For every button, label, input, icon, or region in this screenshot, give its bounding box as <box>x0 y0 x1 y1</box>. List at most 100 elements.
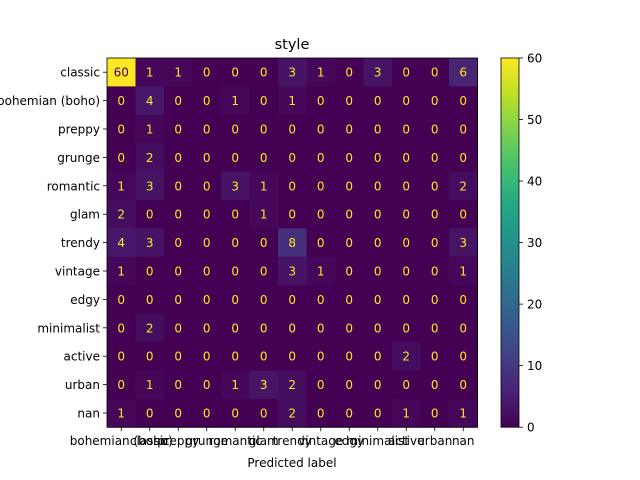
cell-value-label: 0 <box>431 123 439 137</box>
heatmap-cell <box>306 171 336 201</box>
cell-value-label: 0 <box>374 407 382 421</box>
cell-value-label: 0 <box>203 151 211 165</box>
heatmap-cell <box>306 228 336 258</box>
heatmap-cell <box>335 256 364 286</box>
cell-value-label: 1 <box>231 94 239 108</box>
cell-value-label: 0 <box>174 407 182 421</box>
heatmap-cell <box>278 58 307 87</box>
colorbar-tick-label: 0 <box>527 421 535 435</box>
cell-value-label: 0 <box>260 407 268 421</box>
heatmap-cell <box>164 171 193 201</box>
cell-value-label: 0 <box>117 151 125 165</box>
cell-value-label: 0 <box>117 350 125 364</box>
heatmap-cell <box>335 171 364 201</box>
heatmap-cell <box>335 398 364 428</box>
cell-value-label: 0 <box>402 321 410 335</box>
heatmap-cell <box>420 370 450 400</box>
cell-value-label: 0 <box>203 208 211 222</box>
cell-value-label: 0 <box>459 151 467 165</box>
heatmap-cell <box>335 285 364 315</box>
cell-value-label: 1 <box>174 66 182 80</box>
heatmap-cell <box>192 58 222 87</box>
heatmap-cell <box>420 114 450 144</box>
heatmap-cell <box>306 313 336 343</box>
x-tick-label: trendy <box>273 434 312 448</box>
cell-value-label: 8 <box>288 236 296 250</box>
heatmap-cell <box>107 86 136 116</box>
cell-value-label: 0 <box>260 151 268 165</box>
heatmap-cell <box>249 143 279 173</box>
cell-value-label: 0 <box>431 378 439 392</box>
x-tick-label: active <box>388 434 424 448</box>
heatmap-cell <box>164 370 193 400</box>
heatmap-cell <box>335 86 364 116</box>
heatmap-cell <box>449 256 478 286</box>
heatmap-cell <box>249 200 279 229</box>
x-tick-label: minimalist <box>346 434 409 448</box>
heatmap-cell <box>278 342 307 371</box>
cell-value-label: 0 <box>459 94 467 108</box>
cell-value-label: 0 <box>402 66 410 80</box>
heatmap-cell <box>392 285 421 315</box>
cell-value-label: 0 <box>431 407 439 421</box>
heatmap-cell <box>335 143 364 173</box>
heatmap-cell <box>135 285 165 315</box>
cell-value-label: 0 <box>374 123 382 137</box>
heatmap-cell <box>392 171 421 201</box>
cell-value-label: 0 <box>317 123 325 137</box>
heatmap-cell <box>392 342 421 371</box>
cell-value-label: 3 <box>231 179 239 193</box>
cell-value-label: 0 <box>174 350 182 364</box>
heatmap-cell <box>192 114 222 144</box>
cell-value-label: 0 <box>459 123 467 137</box>
heatmap-cell <box>392 313 421 343</box>
heatmap-cell <box>363 171 393 201</box>
cell-value-label: 0 <box>317 179 325 193</box>
x-tick-label: nan <box>452 434 475 448</box>
heatmap-cell <box>135 200 165 229</box>
heatmap-cell <box>278 285 307 315</box>
cell-value-label: 0 <box>345 293 353 307</box>
cell-value-label: 0 <box>374 321 382 335</box>
x-tick-label: preppy <box>157 434 199 448</box>
cell-value-label: 0 <box>146 350 154 364</box>
cell-value-label: 0 <box>231 208 239 222</box>
heatmap-cell <box>306 285 336 315</box>
cell-value-label: 1 <box>117 179 125 193</box>
cell-value-label: 0 <box>174 123 182 137</box>
heatmap-cell <box>164 398 193 428</box>
heatmap-cell <box>392 58 421 87</box>
heatmap-cell <box>221 200 250 229</box>
heatmap-cell <box>278 171 307 201</box>
cell-value-label: 0 <box>203 350 211 364</box>
cell-value-label: 0 <box>203 265 211 279</box>
cell-value-label: 0 <box>345 123 353 137</box>
heatmap-cell <box>221 398 250 428</box>
cell-value-label: 0 <box>431 350 439 364</box>
cell-value-label: 3 <box>288 66 296 80</box>
cell-value-label: 0 <box>374 265 382 279</box>
heatmap-cell <box>164 342 193 371</box>
cell-value-label: 60 <box>114 66 129 80</box>
heatmap-cell <box>135 58 165 87</box>
y-tick-label: urban <box>65 378 100 392</box>
heatmap-cell <box>192 86 222 116</box>
heatmap-cell <box>192 398 222 428</box>
heatmap-cell <box>420 228 450 258</box>
heatmap-cell <box>392 86 421 116</box>
y-tick-label: nan <box>77 407 100 421</box>
heatmap-cell <box>363 256 393 286</box>
cell-value-label: 0 <box>402 265 410 279</box>
heatmap-cell <box>306 256 336 286</box>
cell-value-label: 0 <box>174 265 182 279</box>
cell-value-label: 0 <box>203 321 211 335</box>
cell-value-label: 0 <box>402 208 410 222</box>
cell-value-label: 0 <box>203 66 211 80</box>
heatmap-cell <box>107 114 136 144</box>
heatmap-cell <box>278 313 307 343</box>
heatmap-cell <box>363 398 393 428</box>
cell-value-label: 0 <box>260 66 268 80</box>
y-tick-label: active <box>64 350 100 364</box>
cell-value-label: 0 <box>459 293 467 307</box>
heatmap-cell <box>135 256 165 286</box>
